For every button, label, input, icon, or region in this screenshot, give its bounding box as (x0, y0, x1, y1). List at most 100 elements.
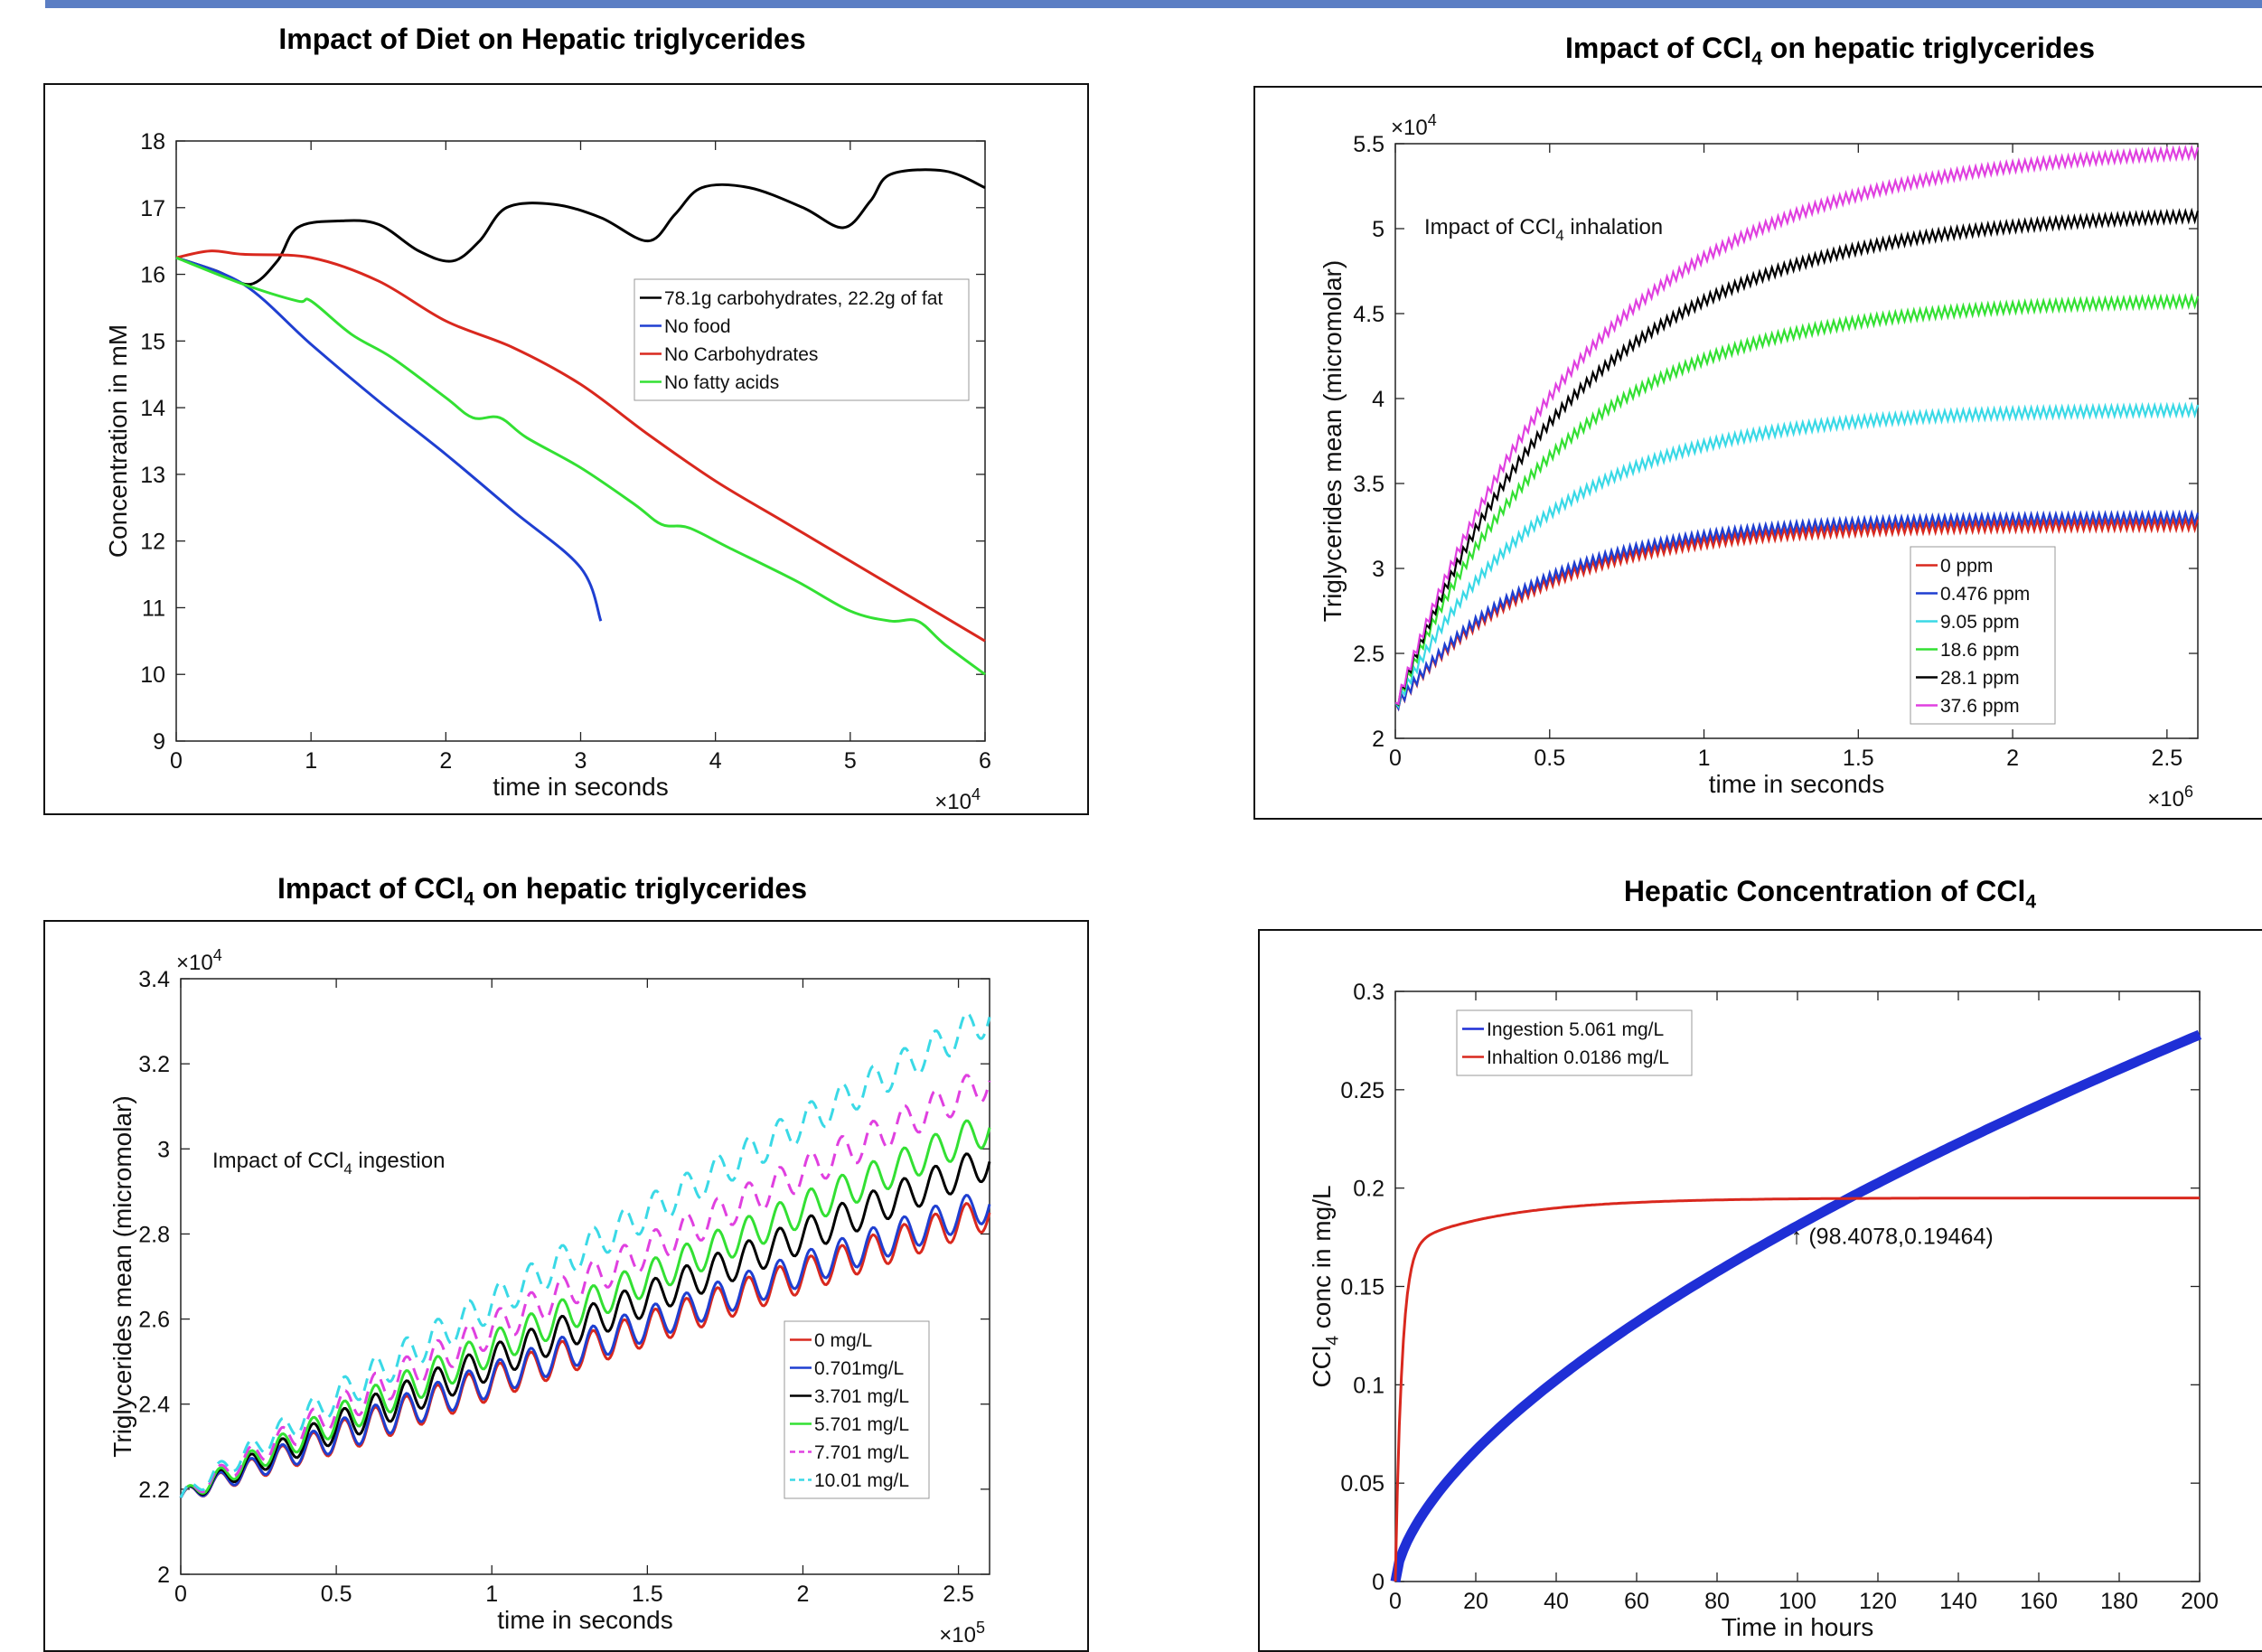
x-tick-label: 5 (844, 748, 857, 774)
plot-area (175, 140, 986, 742)
legend-label: 0 ppm (1940, 556, 1993, 577)
x-tick-label: 200 (2181, 1589, 2219, 1614)
legend-label: 7.701 mg/L (814, 1442, 909, 1463)
x-tick-label: 2.5 (943, 1582, 974, 1607)
x-tick-label: 100 (1779, 1589, 1816, 1614)
x-tick-label: 1 (305, 748, 317, 774)
y-tick-label: 3.2 (138, 1052, 170, 1077)
y-tick-label: 16 (140, 263, 165, 288)
series-line-0 (175, 168, 986, 286)
x-axis-label: time in seconds (497, 1606, 673, 1634)
chart-inhalation: 0 0.5 1 1.5 2 2.5 2 2.5 3 3.5 4 4.5 5 5.5 time in seco… (1319, 111, 2200, 812)
chart-ccl4-frame: 0 20 40 60 80 100 120 140 160 180 200 0 0.05 0.1 0.15 0… (1258, 929, 2262, 1652)
series-line-1 (175, 256, 603, 622)
chart-diet-frame: 0 1 2 3 4 5 6 9 10 11 12 13 14 15 16 17 18 time in second… (43, 83, 1089, 815)
x-tick-label: 0 (170, 748, 183, 774)
x-axis-label: time in seconds (493, 773, 669, 801)
y-tick-label: 5.5 (1353, 132, 1384, 157)
x-tick-label: 0 (174, 1582, 187, 1607)
series-line-1 (179, 1193, 991, 1499)
legend-ingestion: 0 mg/L 0.701mg/L 3.701 mg/L 5.701 mg/L 7.701… (784, 1320, 930, 1499)
legend-inhalation: 0 ppm 0.476 ppm 9.05 ppm 18.6 ppm 28.1 ppm 37… (1910, 546, 2056, 725)
y-tick-label: 0.2 (1353, 1177, 1384, 1202)
x-tick-label: 3 (575, 748, 587, 774)
y-tick-label: 14 (140, 396, 165, 421)
x-tick-label: 2.5 (2151, 746, 2182, 771)
legend-diet: 78.1g carbohydrates, 22.2g of fat No food… (634, 278, 970, 401)
y-tick-label: 4.5 (1353, 302, 1384, 327)
top-accent-bar (45, 0, 2262, 8)
legend-label: 37.6 ppm (1940, 696, 2020, 717)
y-tick-label: 3 (157, 1137, 170, 1162)
intersection-annotation: ↑ (98.4078,0.19464) (1791, 1224, 1994, 1249)
legend-label: 78.1g carbohydrates, 22.2g of fat (664, 288, 943, 309)
x-tick-label: 6 (979, 748, 991, 774)
panel-title-ccl4-concentration: Hepatic Concentration of CCl4 (1623, 875, 2037, 913)
legend-label: No Carbohydrates (664, 344, 818, 365)
x-tick-label: 180 (2100, 1589, 2138, 1614)
y-tick-label: 12 (140, 530, 165, 555)
y-tick-label: 0 (1372, 1570, 1384, 1595)
x-tick-label: 0.5 (1534, 746, 1565, 771)
y-tick-label: 4 (1372, 387, 1384, 412)
annotation-inhalation: Impact of CCl4 inhalation (1424, 215, 1663, 244)
x-tick-label: 20 (1463, 1589, 1488, 1614)
legend-box (1910, 546, 2056, 725)
legend-label: 3.701 mg/L (814, 1386, 909, 1407)
series-line-5 (179, 1011, 991, 1498)
legend-label: 0.476 ppm (1940, 584, 2030, 605)
y-tick-label: 2.8 (138, 1222, 170, 1247)
legend-label: 5.701 mg/L (814, 1414, 909, 1435)
y-tick-label: 11 (142, 596, 165, 621)
y-tick-label: 3 (1372, 557, 1384, 582)
series-line-inhalation (1394, 1197, 2200, 1582)
x-tick-label: 0 (1389, 1589, 1402, 1614)
series-line-3 (1394, 292, 2200, 708)
y-multiplier: ×104 (1391, 111, 1437, 140)
y-tick-label: 9 (153, 729, 165, 755)
x-multiplier: ×105 (939, 1619, 985, 1647)
legend-label: 0.701mg/L (814, 1358, 904, 1379)
y-tick-label: 0.25 (1340, 1078, 1384, 1103)
x-tick-label: 2 (439, 748, 452, 774)
series-line-0 (1394, 516, 2200, 712)
legend-box (634, 278, 970, 401)
x-tick-label: 140 (1939, 1589, 1977, 1614)
x-axis-label: time in seconds (1709, 770, 1885, 798)
plot-area (1394, 143, 2199, 739)
y-tick-label: 5 (1372, 217, 1384, 242)
y-tick-label: 0.3 (1353, 980, 1384, 1005)
x-tick-label: 2 (2006, 746, 2019, 771)
legend-label: 9.05 ppm (1940, 612, 2020, 633)
y-axis-label: Triglycerides mean (micromolar) (108, 1095, 136, 1457)
legend-label: 0 mg/L (814, 1330, 872, 1351)
y-tick-label: 2.5 (1353, 642, 1384, 667)
panel-title-ccl4-inhalation: Impact of CCl4 on hepatic triglycerides (1564, 32, 2096, 70)
series-line-4 (1394, 207, 2200, 707)
x-tick-label: 1 (485, 1582, 498, 1607)
series-line-2 (1394, 401, 2200, 709)
x-tick-label: 40 (1544, 1589, 1569, 1614)
x-tick-label: 1.5 (632, 1582, 663, 1607)
y-tick-label: 2 (157, 1563, 170, 1588)
y-tick-label: 13 (140, 463, 165, 488)
series-line-ingestion (1390, 1029, 2202, 1583)
series-line-2 (175, 249, 986, 643)
y-tick-label: 0.1 (1353, 1373, 1384, 1398)
series-line-3 (179, 1119, 991, 1498)
x-tick-label: 0 (1389, 746, 1402, 771)
y-tick-label: 2.4 (138, 1393, 170, 1418)
series-line-4 (179, 1074, 991, 1498)
chart-inhalation-frame: 0 0.5 1 1.5 2 2.5 2 2.5 3 3.5 4 4.5 5 5.5 time in seco… (1253, 86, 2262, 820)
y-tick-label: 2.2 (138, 1478, 170, 1503)
y-tick-label: 0.05 (1340, 1471, 1384, 1497)
series-line-3 (175, 256, 986, 676)
y-tick-label: 3.5 (1353, 472, 1384, 497)
x-tick-label: 160 (2020, 1589, 2058, 1614)
x-multiplier: ×104 (934, 785, 981, 813)
x-tick-label: 1 (1698, 746, 1711, 771)
plot-area (1394, 990, 2201, 1582)
legend-label: 18.6 ppm (1940, 640, 2020, 661)
x-tick-label: 1.5 (1843, 746, 1874, 771)
